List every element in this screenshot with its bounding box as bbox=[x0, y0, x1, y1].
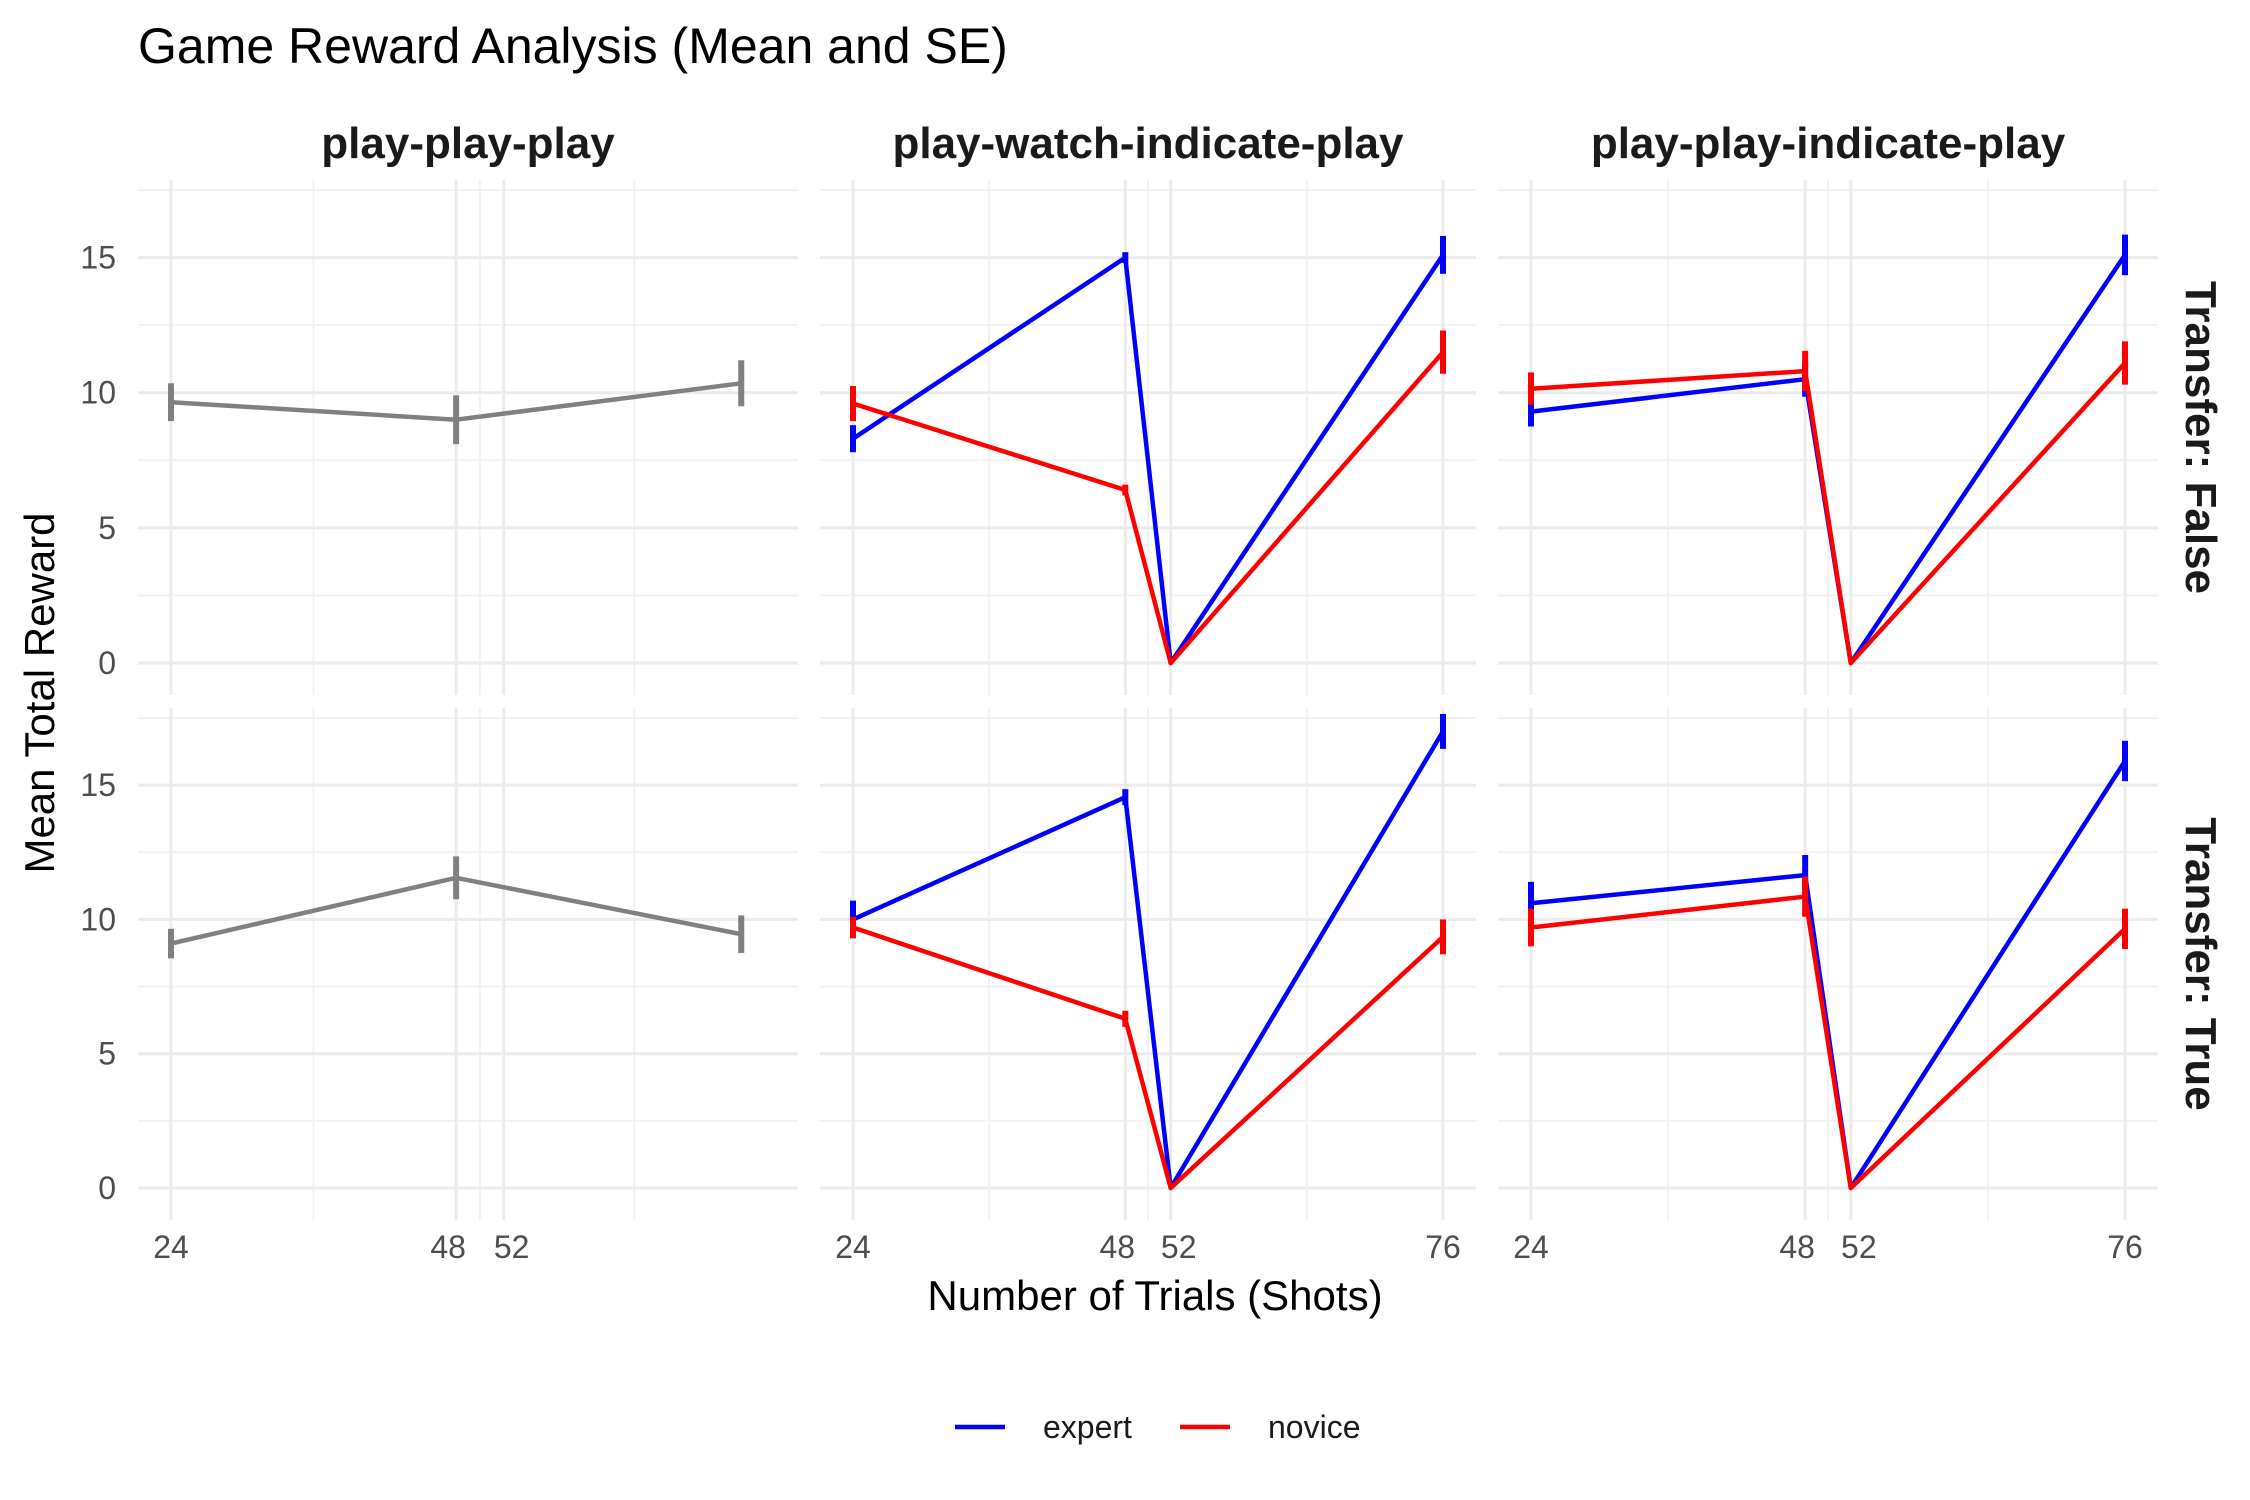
facet-strip-row: Transfer: True bbox=[2176, 817, 2225, 1110]
x-tick-label: 24 bbox=[1513, 1229, 1549, 1265]
panel-grid bbox=[820, 180, 1476, 695]
y-tick-label: 10 bbox=[80, 375, 116, 411]
x-tick-label: 76 bbox=[1425, 1229, 1461, 1265]
panel-transfer-falseplay-play-play bbox=[168, 360, 745, 445]
y-tick-label: 5 bbox=[98, 510, 116, 546]
x-tick-label: 76 bbox=[2107, 1229, 2143, 1265]
x-tick-label: 52 bbox=[1161, 1229, 1197, 1265]
legend-label: expert bbox=[1043, 1409, 1132, 1445]
x-tick-label: 48 bbox=[1100, 1229, 1136, 1265]
x-tick-label: 48 bbox=[1779, 1229, 1815, 1265]
facet-strip-row: Transfer: False bbox=[2176, 281, 2225, 594]
series-line-expert bbox=[852, 730, 1445, 1191]
x-axis-title: Number of Trials (Shots) bbox=[927, 1272, 1382, 1319]
legend-label: novice bbox=[1268, 1409, 1361, 1445]
y-tick-label: 15 bbox=[80, 767, 116, 803]
chart-title: Game Reward Analysis (Mean and SE) bbox=[138, 18, 1008, 74]
panel-transfer-falseplay-watch-indicate-play bbox=[850, 235, 1446, 666]
series-line-novice bbox=[852, 925, 1445, 1191]
x-tick-label: 52 bbox=[494, 1229, 530, 1265]
y-tick-label: 5 bbox=[98, 1036, 116, 1072]
legend: expert novice bbox=[955, 1409, 1361, 1445]
series-line-novice bbox=[1530, 894, 2127, 1191]
x-tick-label: 52 bbox=[1841, 1229, 1877, 1265]
y-axis-title: Mean Total Reward bbox=[16, 512, 63, 873]
y-tick-label: 10 bbox=[80, 901, 116, 937]
panel-grid bbox=[1498, 708, 2158, 1220]
legend-item-expert: expert bbox=[955, 1409, 1132, 1445]
panel-transfer-falseplay-play-indicate-play bbox=[1528, 234, 2128, 666]
panel-transfer-trueplay-watch-indicate-play bbox=[850, 713, 1446, 1191]
series-line-novice bbox=[852, 350, 1445, 666]
series-line-novice bbox=[1530, 361, 2127, 666]
facet-panels: 0 5 10 15 0 5 10 15 24 48 52 24 48 52 76 24 48 52 76 play-p… bbox=[80, 119, 2225, 1265]
legend-item-novice: novice bbox=[1180, 1409, 1361, 1445]
panel-grid bbox=[1498, 180, 2158, 695]
y-tick-label: 0 bbox=[98, 1170, 116, 1206]
series-line-expert bbox=[851, 253, 1445, 666]
panel-transfer-trueplay-play-indicate-play bbox=[1528, 740, 2128, 1191]
panel-grid bbox=[138, 708, 798, 1220]
x-tick-label: 24 bbox=[153, 1229, 189, 1265]
x-tick-label: 24 bbox=[835, 1229, 871, 1265]
x-tick-label: 48 bbox=[430, 1229, 466, 1265]
y-tick-label: 15 bbox=[80, 240, 116, 276]
panel-grid bbox=[138, 180, 798, 695]
panel-transfer-trueplay-play-play bbox=[168, 856, 745, 959]
y-tick-label: 0 bbox=[98, 645, 116, 681]
facet-strip-column: play-watch-indicate-play bbox=[892, 119, 1404, 168]
facet-strip-column: play-play-play bbox=[321, 119, 615, 168]
panel-grid bbox=[820, 708, 1476, 1220]
facet-strip-column: play-play-indicate-play bbox=[1591, 119, 2066, 168]
